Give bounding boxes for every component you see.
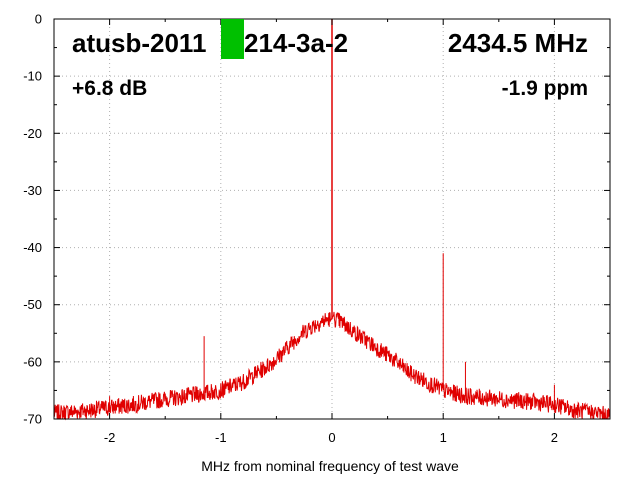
- x-tick-label: 0: [328, 430, 335, 445]
- device-suffix-label: 214-3a-2: [244, 28, 348, 58]
- y-tick-label: -10: [23, 69, 42, 84]
- y-tick-label: -40: [23, 240, 42, 255]
- x-tick-label: -2: [104, 430, 116, 445]
- spectrum-series: [53, 19, 611, 421]
- x-axis: -2 -1 0 1 2: [53, 19, 611, 445]
- y-axis: 0 -10 -20 -30 -40 -50 -60 -70: [23, 12, 610, 427]
- y-tick-label: 0: [35, 12, 42, 27]
- y-tick-label: -60: [23, 354, 42, 369]
- frequency-label: 2434.5 MHz: [448, 28, 588, 58]
- y-tick-label: -70: [23, 412, 42, 427]
- highlight-marker: [221, 19, 244, 59]
- y-tick-label: -50: [23, 297, 42, 312]
- x-tick-label: -1: [215, 430, 227, 445]
- y-tick-label: -20: [23, 126, 42, 141]
- device-label: atusb-2011: [72, 28, 206, 58]
- gain-label: +6.8 dB: [72, 77, 147, 100]
- x-axis-title: MHz from nominal frequency of test wave: [201, 458, 459, 474]
- offset-label: -1.9 ppm: [502, 77, 588, 100]
- y-tick-label: -30: [23, 183, 42, 198]
- x-tick-label: 2: [551, 430, 558, 445]
- x-tick-label: 1: [440, 430, 447, 445]
